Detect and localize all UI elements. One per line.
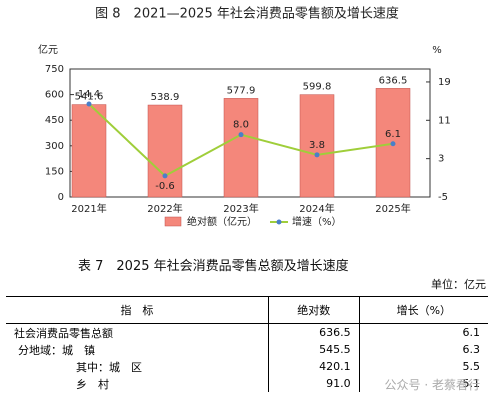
y2-tick-label: 11 <box>438 115 451 126</box>
x-tick-label: 2024年 <box>299 202 334 215</box>
y-tick-label: 0 <box>58 192 64 203</box>
line-label: -0.6 <box>155 181 175 192</box>
y2-tick-label: 3 <box>438 154 444 165</box>
cell: 91.0 <box>267 375 360 392</box>
line-marker <box>314 152 320 158</box>
legend-swatch <box>164 216 182 227</box>
cell: 其中：城 区 <box>76 360 142 374</box>
cell: 636.5 <box>267 323 360 341</box>
legend-swatch <box>276 219 282 225</box>
bar <box>147 104 183 198</box>
line-label: 6.1 <box>385 129 401 140</box>
y-tick-label: 150 <box>45 166 64 177</box>
line-label: 3.8 <box>309 140 325 151</box>
line-marker <box>390 141 396 147</box>
table-title: 表 7 2025 年社会消费品零售总额及增长速度 <box>78 259 349 274</box>
line-marker <box>86 101 92 107</box>
y-tick-label: 600 <box>45 90 64 101</box>
x-tick-label: 2022年 <box>147 202 182 215</box>
x-tick-label: 2023年 <box>223 202 258 215</box>
line-marker <box>238 132 244 138</box>
y-axis-label: 亿元 <box>38 43 58 56</box>
header-cell: 增长（%） <box>358 296 488 324</box>
line-label: 14.4 <box>78 89 100 100</box>
y-tick-label: 450 <box>45 115 64 126</box>
y-tick-label: 750 <box>45 64 64 75</box>
cell: 420.1 <box>267 358 360 375</box>
y2-tick-label: -5 <box>438 192 448 203</box>
bar-label: 538.9 <box>151 92 180 103</box>
y2-tick-label: 19 <box>438 77 451 88</box>
header-cell: 指 标 <box>6 296 269 324</box>
cell: 545.5 <box>267 341 360 358</box>
line-marker <box>162 173 168 179</box>
header-cell: 绝对数 <box>267 296 360 324</box>
bar-label: 541.6 <box>75 92 104 103</box>
cell: 分地域：城 镇 <box>18 343 95 357</box>
y-tick-label: 300 <box>45 141 64 152</box>
x-tick-label: 2025年 <box>375 202 410 215</box>
cell: 6.1 <box>358 323 488 341</box>
bar-label: 577.9 <box>227 85 256 96</box>
cell: 5.5 <box>358 358 488 375</box>
bar <box>223 98 259 198</box>
cell: 5.1 <box>358 375 488 392</box>
chart-title: 图 8 2021—2025 年社会消费品零售额及增长速度 <box>95 6 399 22</box>
chart: 图 8 2021—2025 年社会消费品零售额及增长速度 亿元 % 0 150 30… <box>38 6 451 229</box>
y2-axis-label: % <box>432 45 442 56</box>
cell: 乡 村 <box>76 377 109 391</box>
line-label: 8.0 <box>233 120 249 131</box>
bar <box>299 94 335 198</box>
table-unit: 单位：亿元 <box>431 278 486 291</box>
legend-label: 绝对额（亿元） <box>187 215 257 228</box>
watermark: 公众号 · 老蔡看行 <box>384 378 480 392</box>
bar-label: 636.5 <box>379 75 408 86</box>
bar <box>71 104 107 198</box>
table: 指 标绝对数 增长（%） 社会消费品零售总额 636.5 6.1 分地域：城 镇 545… <box>6 296 488 392</box>
bar-label: 599.8 <box>303 82 332 93</box>
x-tick-label: 2021年 <box>71 202 106 215</box>
cell: 社会消费品零售总额 <box>14 326 113 340</box>
cell: 6.3 <box>358 341 488 358</box>
legend-label: 增速（%） <box>292 215 342 228</box>
